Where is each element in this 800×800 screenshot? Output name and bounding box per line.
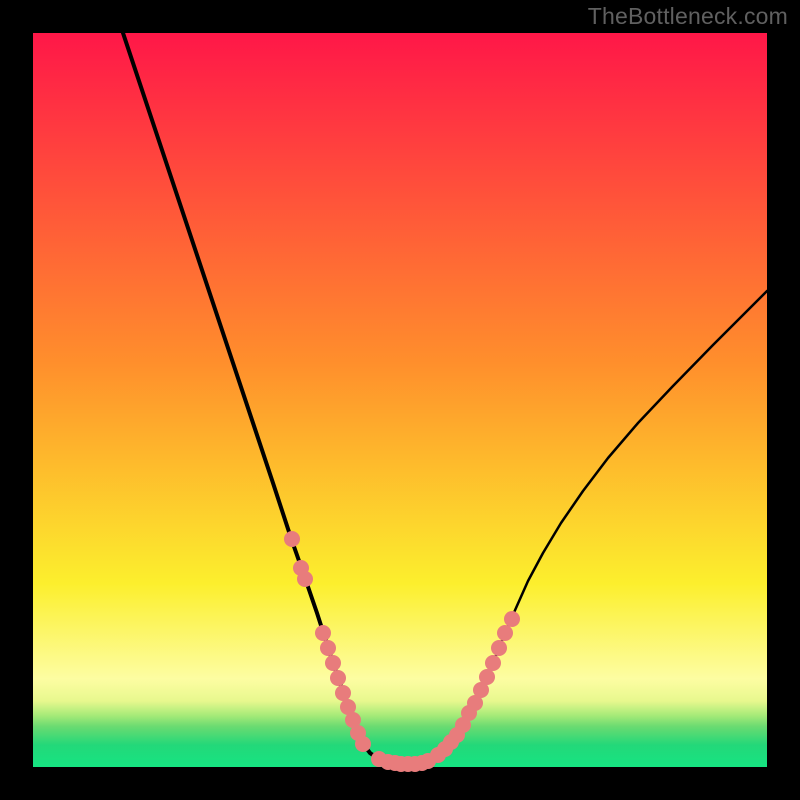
data-marker: [320, 640, 336, 656]
bottleneck-curve-right: [405, 291, 767, 764]
data-marker: [485, 655, 501, 671]
data-marker: [479, 669, 495, 685]
bottleneck-curve-left: [123, 33, 405, 764]
data-marker: [325, 655, 341, 671]
data-marker: [504, 611, 520, 627]
data-marker: [355, 736, 371, 752]
chart-plot-area: [33, 33, 767, 767]
data-marker: [330, 670, 346, 686]
data-marker: [284, 531, 300, 547]
data-markers-group: [284, 531, 520, 772]
data-marker: [335, 685, 351, 701]
chart-svg: [33, 33, 767, 767]
data-marker: [491, 640, 507, 656]
data-marker: [315, 625, 331, 641]
watermark-text: TheBottleneck.com: [588, 3, 788, 30]
data-marker: [297, 571, 313, 587]
data-marker: [497, 625, 513, 641]
